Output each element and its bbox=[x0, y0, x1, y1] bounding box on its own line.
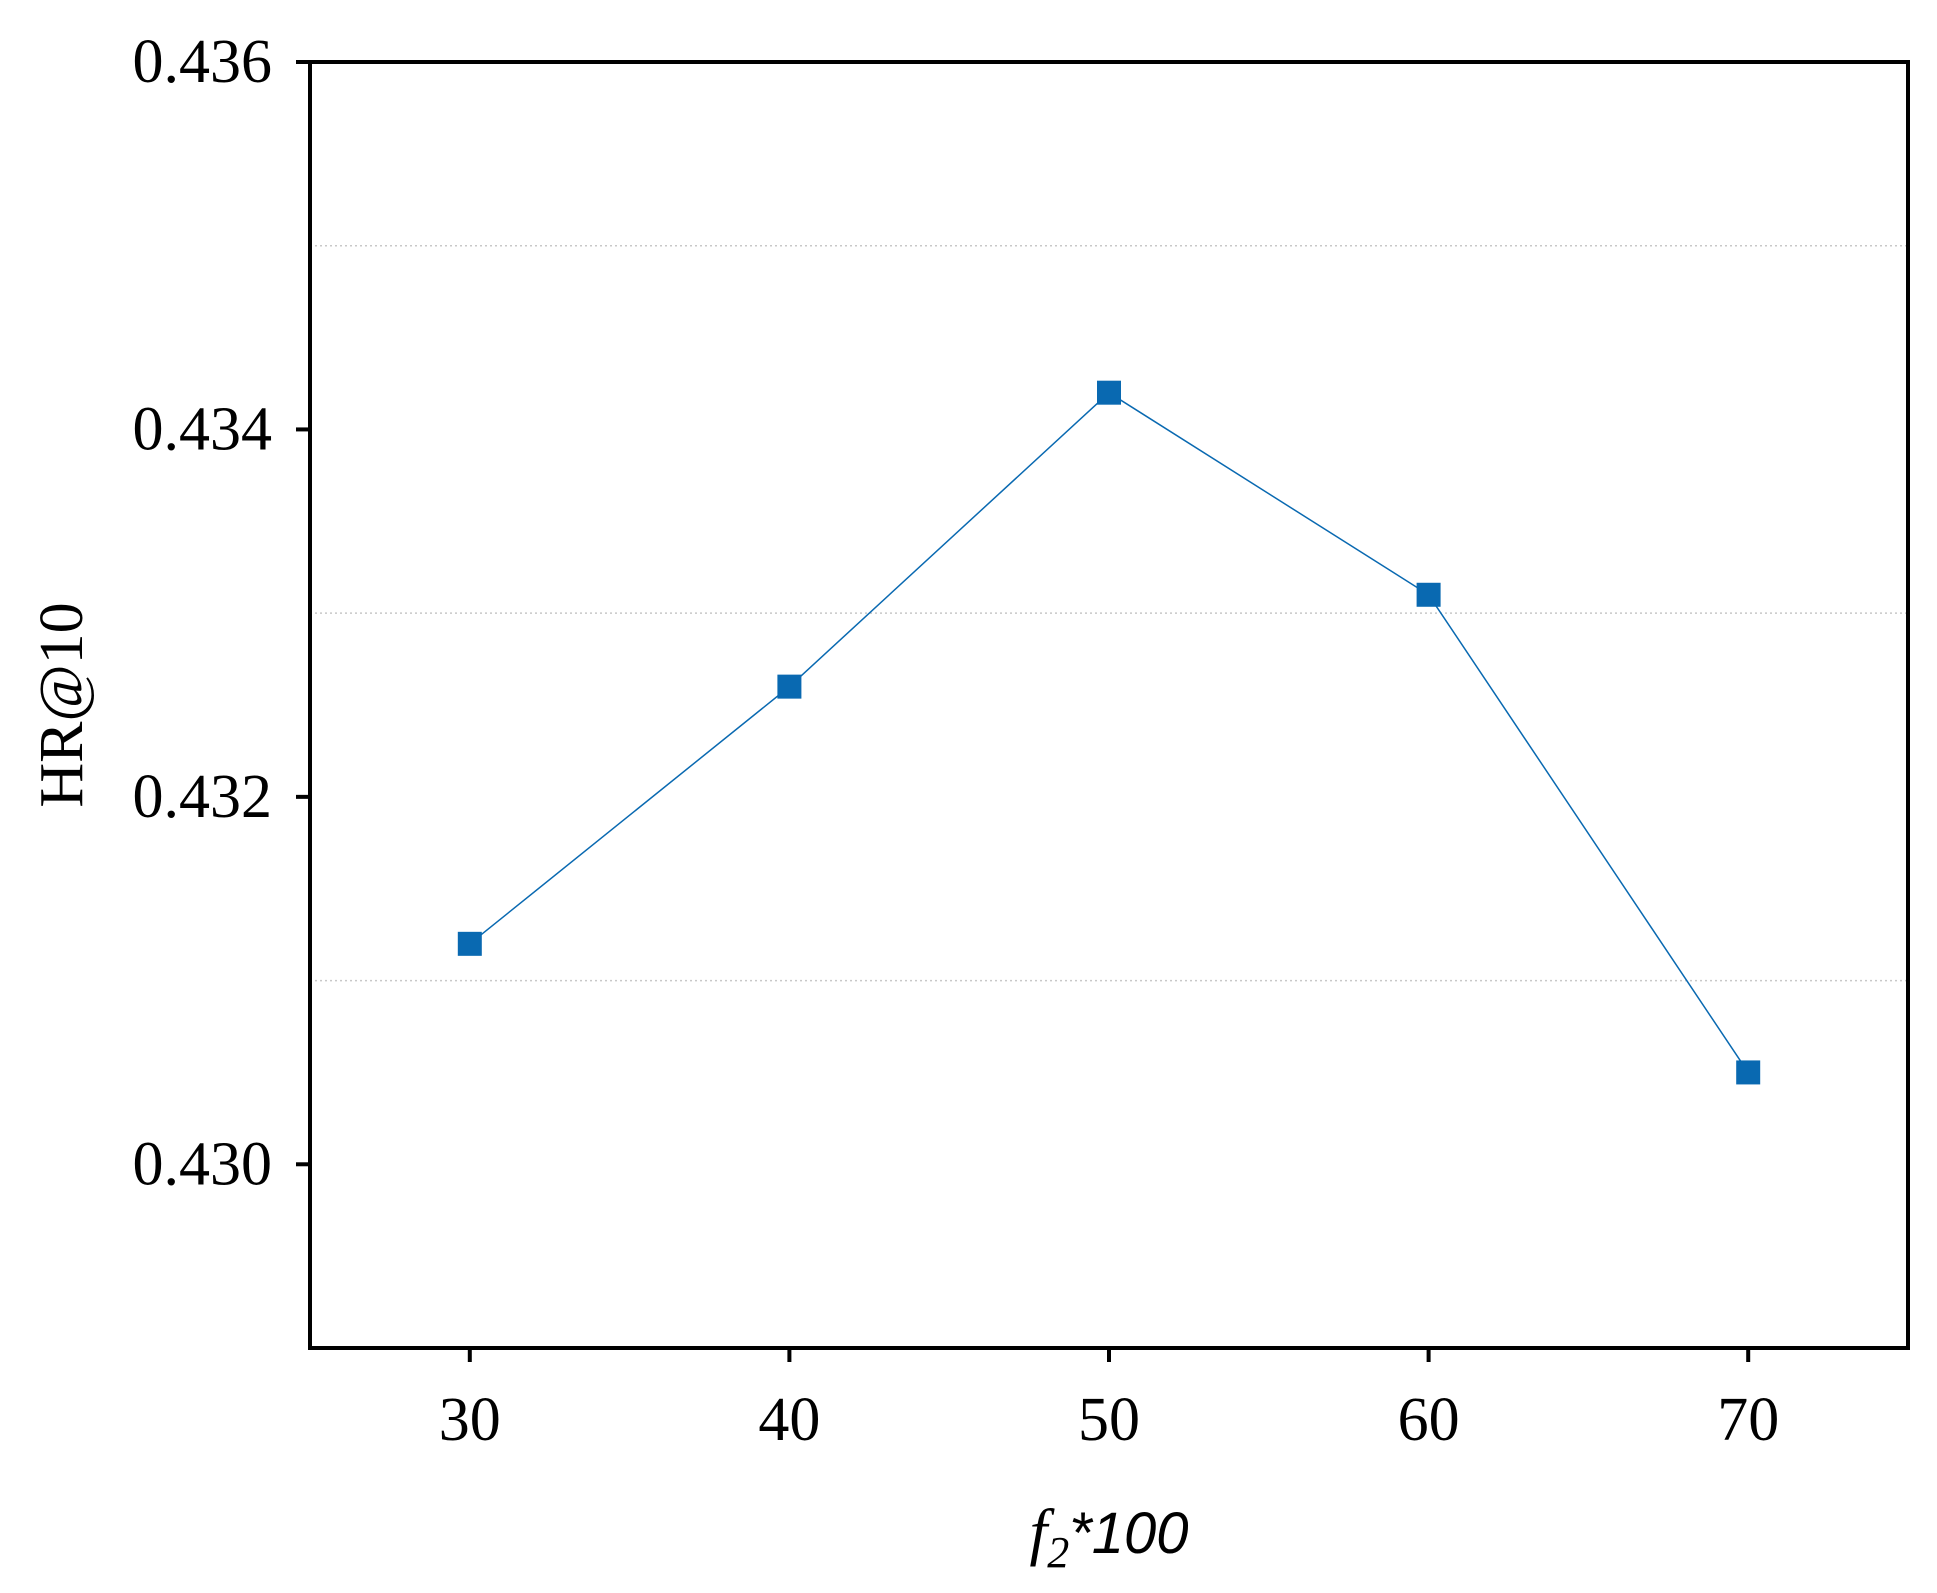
y-tick-label: 0.432 bbox=[133, 763, 273, 831]
gridlines bbox=[310, 244, 1908, 982]
data-point bbox=[1416, 582, 1441, 607]
data-point bbox=[457, 931, 482, 956]
x-axis-title: f2*100 bbox=[1029, 1496, 1188, 1577]
plot-frame bbox=[308, 60, 1910, 1350]
x-tick-label: 40 bbox=[758, 1386, 820, 1454]
y-axis: 0.430 0.432 0.434 0.436 bbox=[133, 28, 310, 1198]
data-point bbox=[1097, 380, 1121, 405]
data-point bbox=[777, 674, 802, 699]
series-line bbox=[469, 391, 1749, 1073]
x-tick-label: 60 bbox=[1398, 1386, 1460, 1454]
y-tick-label: 0.434 bbox=[133, 395, 273, 463]
data-point bbox=[1736, 1060, 1761, 1085]
y-tick-label: 0.430 bbox=[133, 1130, 273, 1198]
x-axis-title-suffix: *100 bbox=[1069, 1501, 1188, 1566]
series-layer bbox=[457, 380, 1761, 1085]
x-tick-label: 70 bbox=[1717, 1386, 1779, 1454]
y-tick-label: 0.436 bbox=[133, 28, 273, 96]
x-tick-label: 50 bbox=[1078, 1386, 1140, 1454]
x-tick-label: 30 bbox=[439, 1386, 501, 1454]
x-axis-title-subscript: 2 bbox=[1047, 1528, 1069, 1577]
y-axis-title: HR@10 bbox=[28, 602, 96, 807]
x-axis: 30 40 50 60 70 bbox=[439, 1348, 1779, 1454]
